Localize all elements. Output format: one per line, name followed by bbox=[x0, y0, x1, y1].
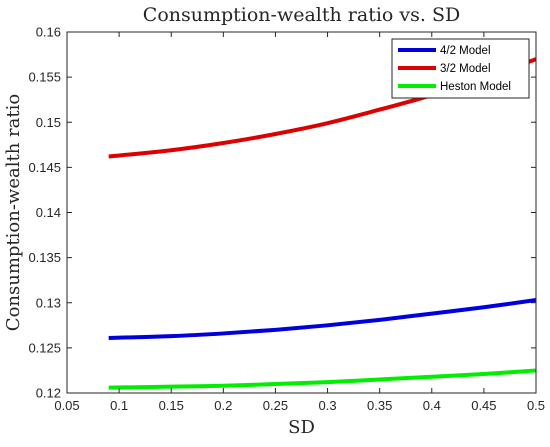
y-tick-label: 0.125 bbox=[28, 340, 61, 355]
series-line-2 bbox=[108, 368, 537, 390]
x-tick-label: 0.3 bbox=[319, 398, 337, 413]
legend-label: 3/2 Model bbox=[440, 63, 491, 75]
x-tick-label: 0.15 bbox=[159, 398, 184, 413]
y-tick-label: 0.13 bbox=[36, 295, 61, 310]
y-axis-label: Consumption-wealth ratio bbox=[3, 94, 24, 331]
y-tick-label: 0.12 bbox=[36, 386, 61, 401]
legend-entries: 4/2 Model 3/2 Model Heston Model bbox=[398, 45, 511, 93]
y-tick-label: 0.145 bbox=[28, 160, 61, 175]
x-tick-label: 0.45 bbox=[471, 398, 496, 413]
legend-label: 4/2 Model bbox=[440, 45, 491, 57]
x-tick-label: 0.25 bbox=[263, 398, 288, 413]
legend-label: Heston Model bbox=[440, 81, 511, 93]
y-tick-label: 0.135 bbox=[28, 250, 61, 265]
y-tick-label: 0.16 bbox=[36, 25, 61, 40]
y-tick-label: 0.155 bbox=[28, 70, 61, 85]
ticks-layer: 0.05 0.1 0.15 0.2 0.25 0.3 0.35 0.4 0.45 0.5 0.12 0… bbox=[28, 25, 545, 414]
x-tick-label: 0.1 bbox=[110, 398, 128, 413]
series-line-0 bbox=[108, 298, 537, 340]
y-tick-label: 0.15 bbox=[36, 115, 61, 130]
x-tick-label: 0.35 bbox=[367, 398, 392, 413]
x-tick-label: 0.5 bbox=[527, 398, 545, 413]
legend: 4/2 Model 3/2 Model Heston Model bbox=[391, 38, 530, 99]
chart-title: Consumption-wealth ratio vs. SD bbox=[143, 4, 460, 26]
x-tick-label: 0.05 bbox=[54, 398, 79, 413]
x-tick-label: 0.4 bbox=[423, 398, 441, 413]
y-tick-label: 0.14 bbox=[36, 205, 61, 220]
x-axis-label: SD bbox=[288, 417, 315, 438]
x-tick-label: 0.2 bbox=[214, 398, 232, 413]
